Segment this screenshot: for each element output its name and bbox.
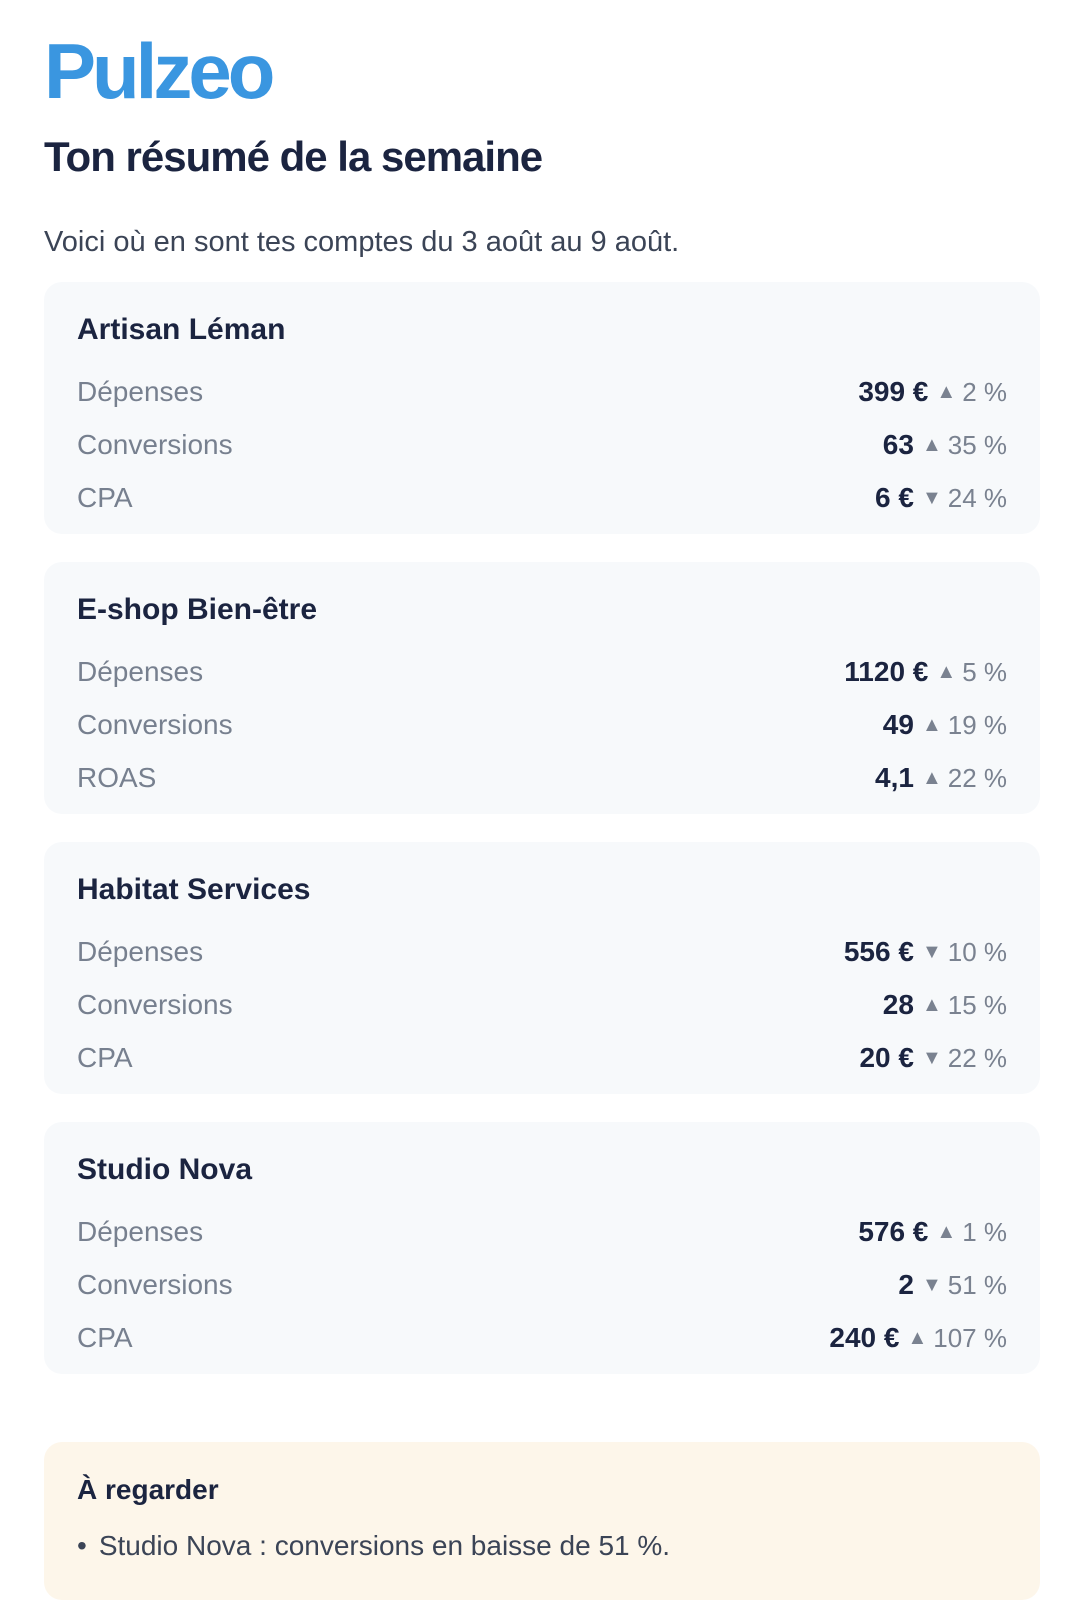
- metric-change: 2 %: [962, 377, 1007, 407]
- metric-value: 1120 €: [844, 656, 929, 687]
- trend-arrow-icon: ▲: [921, 767, 942, 789]
- trend-arrow-icon: ▲: [921, 714, 942, 736]
- page-title: Ton résumé de la semaine: [44, 133, 543, 180]
- metric-values: 4,1 ▲ 22 %: [875, 760, 1007, 796]
- metric-row: Dépenses 399 € ▲ 2 %: [77, 374, 1007, 410]
- metric-values: 28 ▲ 15 %: [883, 987, 1007, 1023]
- metric-row: Dépenses 576 € ▲ 1 %: [77, 1214, 1007, 1250]
- metric-value: 63: [882, 429, 914, 460]
- metric-change: 19 %: [947, 710, 1007, 740]
- metric-values: 556 € ▼ 10 %: [844, 934, 1007, 970]
- account-card-habitat-services: Habitat Services Dépenses 556 € ▼ 10 % C…: [44, 842, 1040, 1094]
- metric-label: Dépenses: [77, 376, 204, 407]
- trend-arrow-icon: ▲: [936, 381, 957, 403]
- metric-value: 6 €: [875, 482, 914, 513]
- account-card-studio-nova: Studio Nova Dépenses 576 € ▲ 1 % Convers…: [44, 1122, 1040, 1374]
- trend-arrow-icon: ▼: [921, 487, 942, 509]
- metric-row: CPA 20 € ▼ 22 %: [77, 1040, 1007, 1076]
- metric-value: 28: [882, 989, 914, 1020]
- trend-arrow-icon: ▼: [921, 1047, 942, 1069]
- metric-label: Dépenses: [77, 656, 204, 687]
- metric-change: 1 %: [962, 1217, 1007, 1247]
- intro-text: Voici où en sont tes comptes du 3 août a…: [44, 226, 680, 258]
- account-card-eshop-bien-etre: E-shop Bien-être Dépenses 1120 € ▲ 5 % C…: [44, 562, 1040, 814]
- metric-change: 22 %: [947, 1043, 1007, 1073]
- metric-value: 576 €: [858, 1216, 929, 1247]
- metric-change: 5 %: [962, 657, 1007, 687]
- account-card-artisan-leman: Artisan Léman Dépenses 399 € ▲ 2 % Conve…: [44, 282, 1040, 534]
- watch-callout: À regarder • Studio Nova : conversions en…: [44, 1442, 1040, 1600]
- metric-label: Conversions: [77, 429, 233, 460]
- trend-arrow-icon: ▲: [936, 661, 957, 683]
- metric-row: Dépenses 556 € ▼ 10 %: [77, 934, 1007, 970]
- watch-item-text: Studio Nova : conversions en baisse de 5…: [98, 1530, 671, 1561]
- watch-list-item: • Studio Nova : conversions en baisse de …: [77, 1528, 670, 1564]
- metric-values: 240 € ▲ 107 %: [829, 1320, 1007, 1356]
- metric-label: CPA: [77, 482, 133, 513]
- metric-label: Conversions: [77, 989, 233, 1020]
- metric-values: 576 € ▲ 1 %: [858, 1214, 1007, 1250]
- account-name: Artisan Léman: [77, 313, 286, 346]
- metric-row: Conversions 63 ▲ 35 %: [77, 427, 1007, 463]
- trend-arrow-icon: ▲: [907, 1327, 928, 1349]
- metric-row: Dépenses 1120 € ▲ 5 %: [77, 654, 1007, 690]
- metric-values: 63 ▲ 35 %: [883, 427, 1007, 463]
- metric-label: CPA: [77, 1322, 133, 1353]
- brand-logo: Pulzeo: [44, 27, 275, 115]
- metric-values: 20 € ▼ 22 %: [859, 1040, 1007, 1076]
- metric-value: 2: [898, 1269, 914, 1300]
- bullet-icon: •: [77, 1530, 87, 1561]
- metric-values: 2 ▼ 51 %: [898, 1267, 1007, 1303]
- metric-value: 49: [882, 709, 914, 740]
- account-name: Habitat Services: [77, 873, 311, 906]
- metric-label: Dépenses: [77, 1216, 204, 1247]
- metric-values: 399 € ▲ 2 %: [858, 374, 1007, 410]
- metric-label: Conversions: [77, 1269, 233, 1300]
- metric-label: ROAS: [77, 762, 157, 793]
- trend-arrow-icon: ▼: [921, 1274, 942, 1296]
- metric-change: 15 %: [947, 990, 1007, 1020]
- trend-arrow-icon: ▲: [936, 1221, 957, 1243]
- watch-title: À regarder: [77, 1474, 219, 1505]
- metric-values: 6 € ▼ 24 %: [875, 480, 1007, 516]
- metric-row: ROAS 4,1 ▲ 22 %: [77, 760, 1007, 796]
- account-name: Studio Nova: [77, 1153, 253, 1186]
- metric-change: 24 %: [947, 483, 1007, 513]
- metric-row: CPA 6 € ▼ 24 %: [77, 480, 1007, 516]
- metric-value: 556 €: [843, 936, 914, 967]
- metric-values: 1120 € ▲ 5 %: [844, 654, 1007, 690]
- metric-change: 107 %: [933, 1323, 1007, 1353]
- metric-label: CPA: [77, 1042, 133, 1073]
- metric-label: Conversions: [77, 709, 233, 740]
- metric-label: Dépenses: [77, 936, 204, 967]
- metric-values: 49 ▲ 19 %: [883, 707, 1007, 743]
- metric-row: Conversions 28 ▲ 15 %: [77, 987, 1007, 1023]
- metric-row: CPA 240 € ▲ 107 %: [77, 1320, 1007, 1356]
- metric-value: 4,1: [875, 762, 914, 793]
- metric-value: 20 €: [859, 1042, 914, 1073]
- trend-arrow-icon: ▲: [921, 994, 942, 1016]
- metric-value: 399 €: [858, 376, 929, 407]
- metric-change: 51 %: [947, 1270, 1007, 1300]
- metric-change: 35 %: [947, 430, 1007, 460]
- metric-value: 240 €: [829, 1322, 900, 1353]
- metric-change: 10 %: [947, 937, 1007, 967]
- metric-row: Conversions 49 ▲ 19 %: [77, 707, 1007, 743]
- trend-arrow-icon: ▲: [921, 434, 942, 456]
- trend-arrow-icon: ▼: [921, 941, 942, 963]
- metric-row: Conversions 2 ▼ 51 %: [77, 1267, 1007, 1303]
- account-name: E-shop Bien-être: [77, 593, 318, 626]
- metric-change: 22 %: [947, 763, 1007, 793]
